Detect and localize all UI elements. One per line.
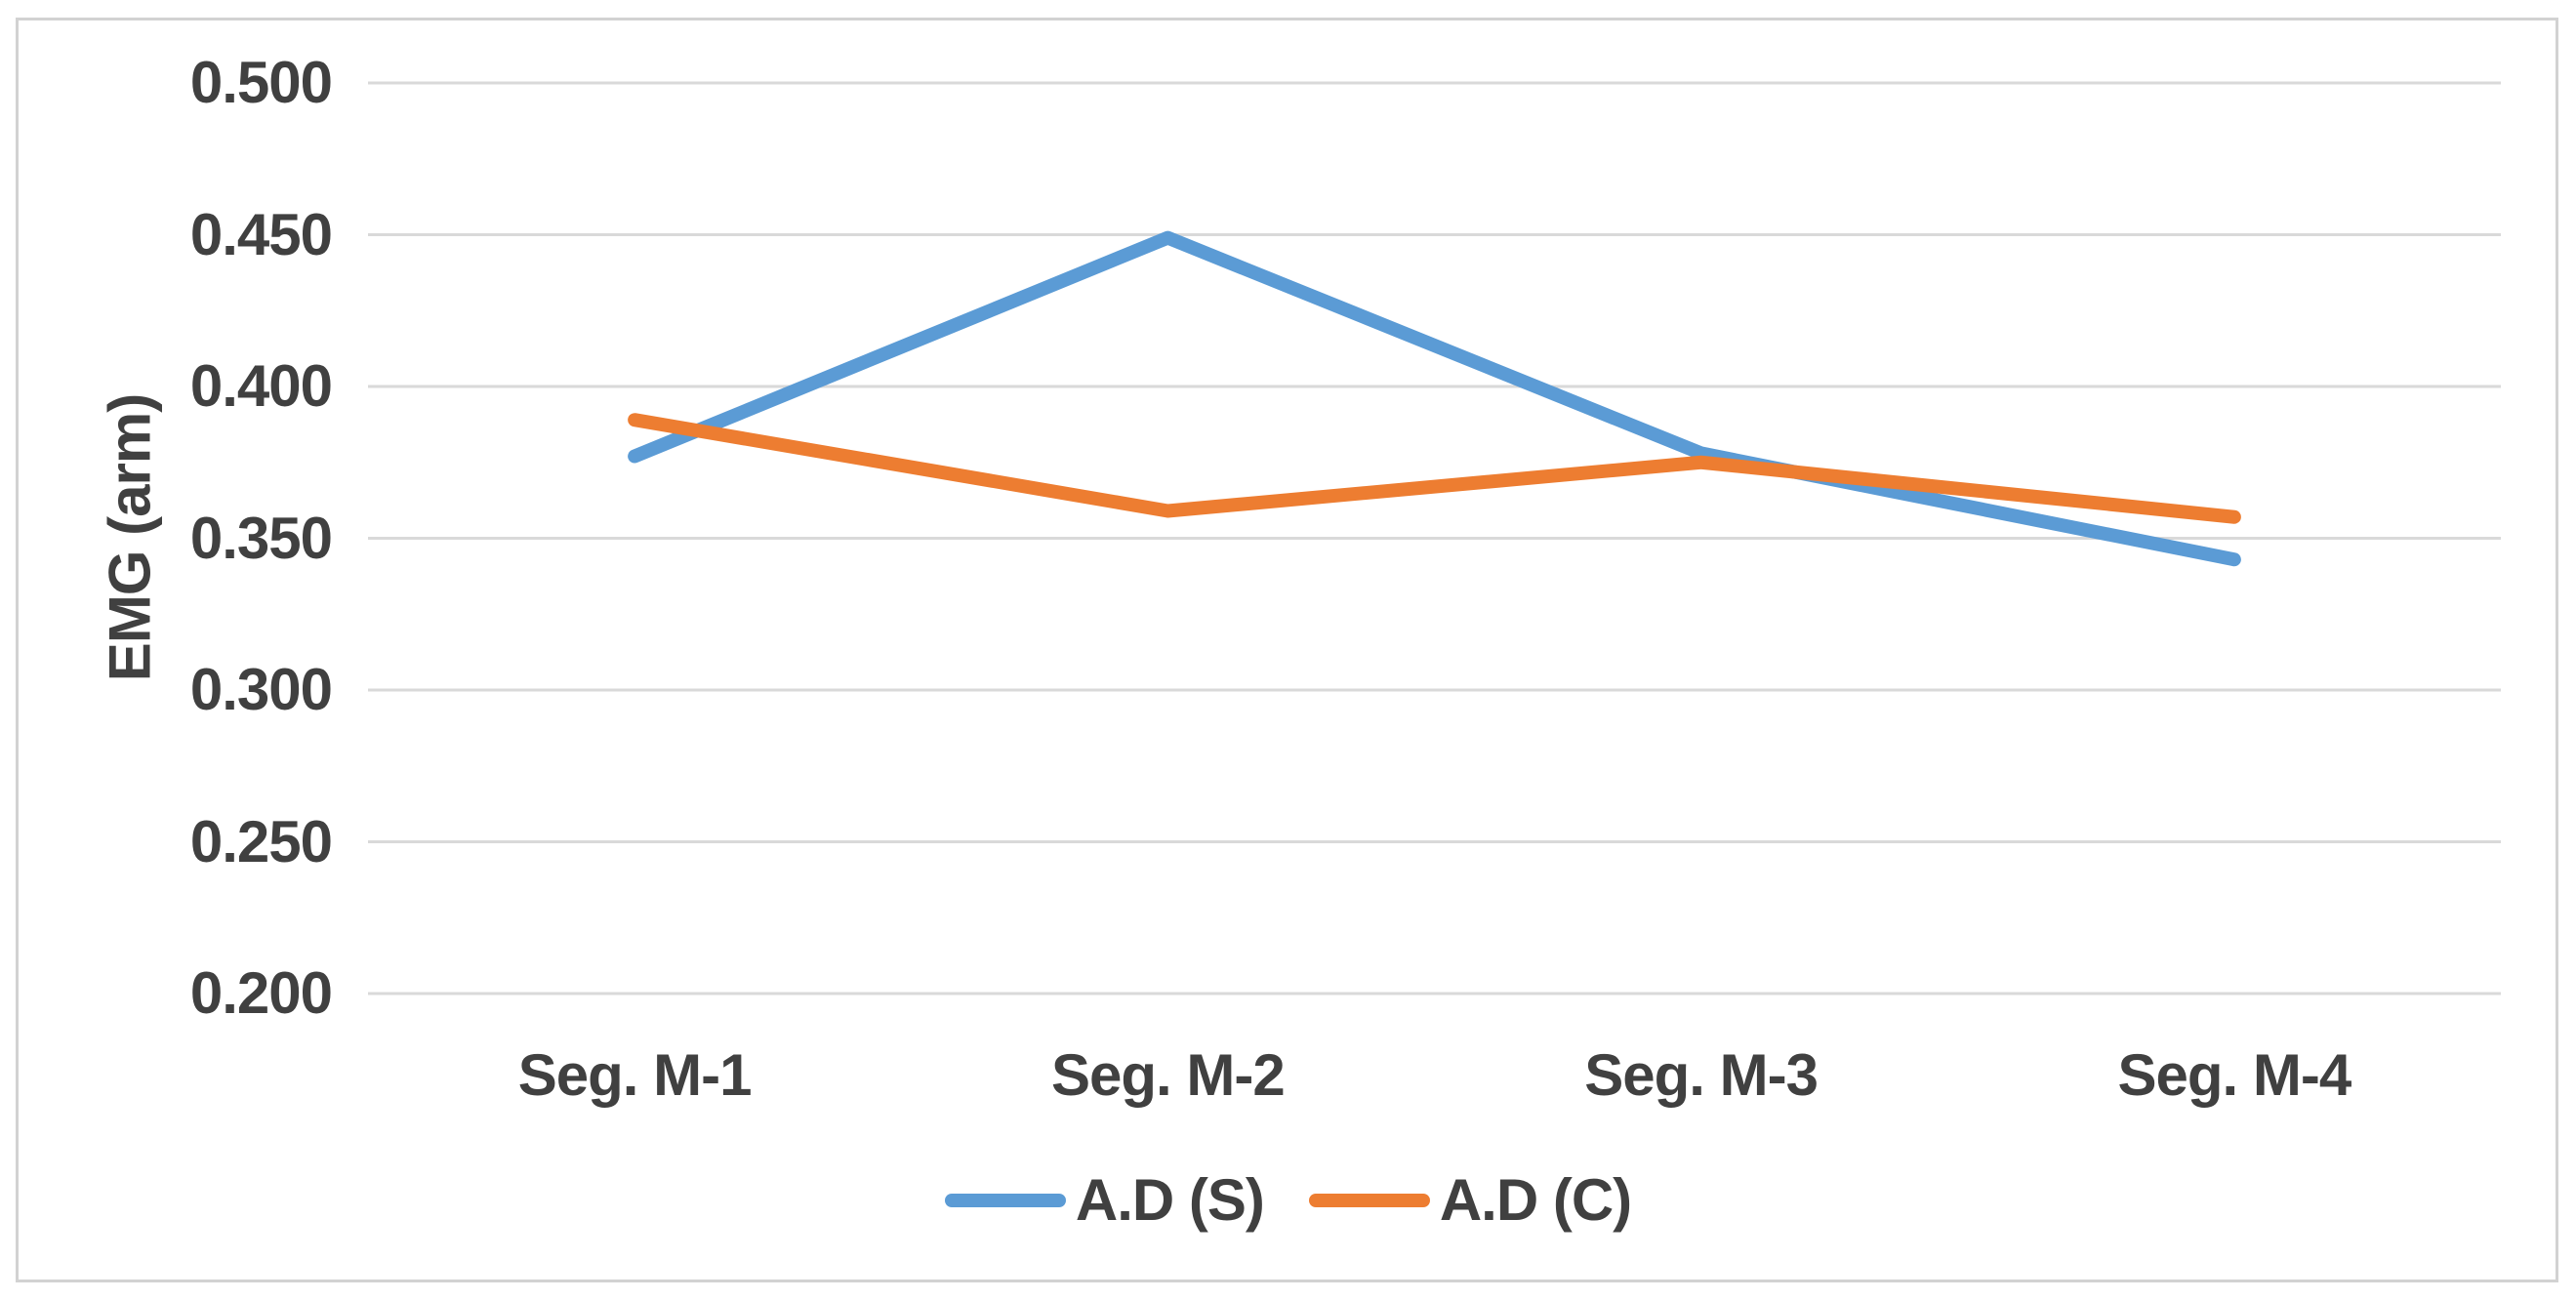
chart-border-frame [16,18,2558,1282]
x-axis-label: Seg. M-4 [2117,1042,2352,1108]
y-axis-tick-label: 0.450 [189,201,333,267]
x-axis-label: Seg. M-2 [1051,1042,1286,1108]
legend-swatch-a-d-s [944,1194,1066,1207]
y-axis-tick-label: 0.300 [189,657,333,722]
x-axis-label: Seg. M-3 [1584,1042,1819,1108]
legend-item-a-d-s: A.D (S) [944,1166,1265,1235]
y-axis-tick-label: 0.500 [189,50,333,115]
legend: A.D (S) A.D (C) [0,1166,2576,1235]
series-line-a-d-c [628,413,2241,524]
y-axis-tick-label: 0.400 [189,353,333,419]
legend-item-a-d-c: A.D (C) [1308,1166,1632,1235]
x-axis-label: Seg. M-1 [517,1042,753,1108]
series-line-a-d-s [628,230,2241,567]
legend-label: A.D (C) [1439,1167,1632,1233]
y-axis-tick-label: 0.200 [189,960,333,1026]
y-axis-tick-label: 0.350 [189,505,333,571]
y-axis-tick-label: 0.250 [189,808,333,874]
legend-label: A.D (S) [1075,1167,1265,1233]
legend-swatch-a-d-c [1308,1194,1430,1207]
